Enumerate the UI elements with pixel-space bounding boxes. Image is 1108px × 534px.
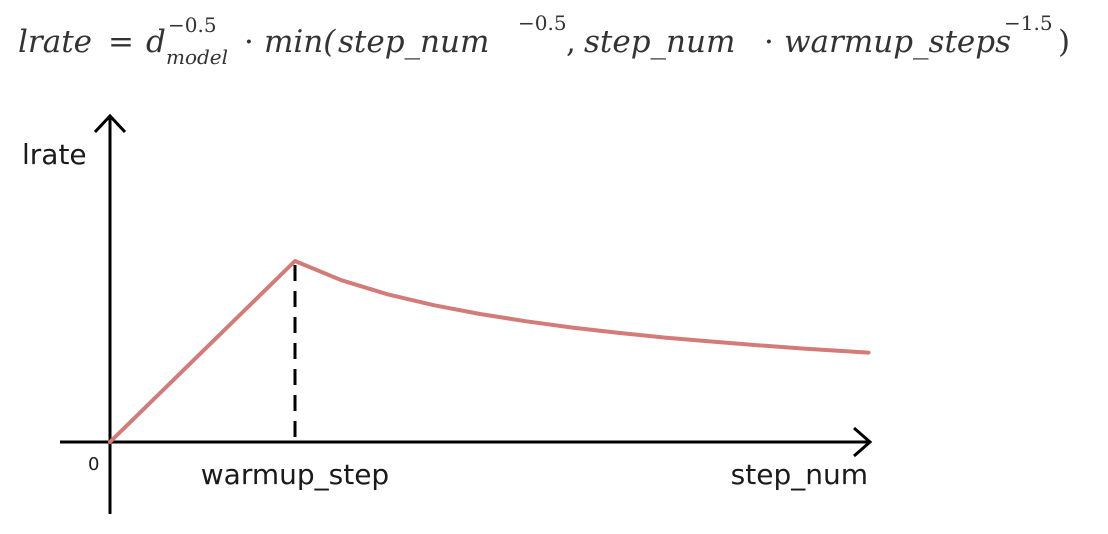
formula-comma: ,: [566, 24, 576, 60]
formula: lrate = d −0.5 model · min( step_num −0.…: [18, 11, 1070, 69]
x-axis-label: step_num: [731, 458, 868, 491]
formula-d: d: [146, 24, 166, 60]
formula-arg2a: step_num: [584, 24, 735, 60]
formula-dot2: ·: [764, 24, 774, 60]
y-axis-arrowhead: [93, 113, 127, 134]
formula-arg1-exponent: −0.5: [518, 11, 567, 35]
lrate-curve: [108, 259, 871, 444]
formula-lhs: lrate: [18, 24, 92, 60]
formula-arg1: step_num: [338, 24, 489, 60]
formula-d-exponent: −0.5: [168, 13, 217, 37]
formula-dot: ·: [244, 24, 254, 60]
y-axis-label: lrate: [22, 138, 87, 171]
lrate-points: [109, 260, 869, 443]
x-axis-arrowhead: [853, 426, 873, 458]
formula-arg2b: warmup_steps: [784, 24, 1011, 60]
origin-label: 0: [88, 454, 99, 475]
formula-equals: =: [108, 24, 134, 60]
formula-min: min(: [264, 24, 336, 60]
formula-d-subscript: model: [166, 45, 228, 69]
axes: [60, 113, 873, 514]
formula-arg2b-exponent: −1.5: [1004, 11, 1053, 35]
warmup-step-label: warmup_step: [201, 458, 389, 491]
formula-close-paren: ): [1058, 24, 1070, 60]
